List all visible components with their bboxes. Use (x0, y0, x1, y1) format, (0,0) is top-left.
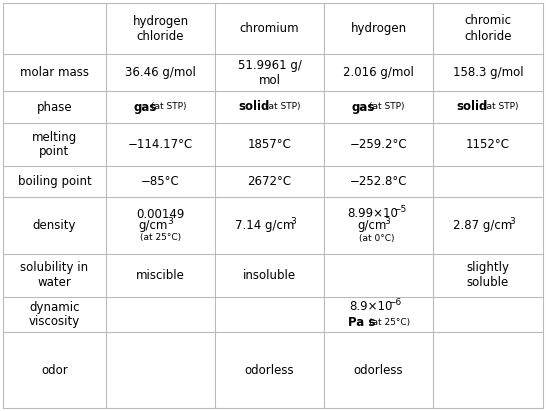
Text: 3: 3 (509, 217, 515, 226)
Text: 51.9961 g/
mol: 51.9961 g/ mol (238, 58, 301, 86)
Text: (at STP): (at STP) (265, 102, 300, 111)
Text: −5: −5 (393, 205, 406, 214)
Text: 3: 3 (168, 217, 173, 226)
Text: 1152°C: 1152°C (466, 138, 510, 151)
Text: slightly
soluble: slightly soluble (466, 261, 509, 289)
Text: 7.14 g/cm: 7.14 g/cm (235, 219, 294, 232)
Text: phase: phase (37, 101, 72, 113)
Text: odorless: odorless (354, 363, 403, 376)
Text: odorless: odorless (245, 363, 294, 376)
Text: chromic
chloride: chromic chloride (464, 14, 512, 42)
Text: dynamic
viscosity: dynamic viscosity (29, 300, 80, 328)
Text: (at STP): (at STP) (370, 102, 405, 111)
Text: g/cm: g/cm (358, 219, 387, 232)
Text: 158.3 g/mol: 158.3 g/mol (453, 66, 523, 79)
Text: g/cm: g/cm (139, 219, 168, 232)
Text: −259.2°C: −259.2°C (349, 138, 407, 151)
Text: insoluble: insoluble (243, 269, 296, 282)
Text: 2672°C: 2672°C (247, 175, 292, 188)
Text: Pa s: Pa s (348, 316, 375, 329)
Text: gas: gas (133, 101, 157, 113)
Text: 36.46 g/mol: 36.46 g/mol (125, 66, 196, 79)
Text: 1857°C: 1857°C (247, 138, 292, 151)
Text: density: density (33, 219, 76, 232)
Text: boiling point: boiling point (17, 175, 91, 188)
Text: −6: −6 (388, 298, 401, 307)
Text: 0.00149: 0.00149 (136, 208, 185, 221)
Text: (at STP): (at STP) (151, 102, 187, 111)
Text: 8.99×10: 8.99×10 (347, 207, 398, 220)
Text: (at 25°C): (at 25°C) (140, 233, 181, 242)
Text: solid: solid (238, 101, 270, 113)
Text: molar mass: molar mass (20, 66, 89, 79)
Text: gas: gas (351, 101, 375, 113)
Text: hydrogen: hydrogen (351, 22, 407, 35)
Text: −85°C: −85°C (141, 175, 180, 188)
Text: chromium: chromium (240, 22, 299, 35)
Text: hydrogen
chloride: hydrogen chloride (133, 14, 188, 42)
Text: miscible: miscible (136, 269, 185, 282)
Text: (at STP): (at STP) (483, 102, 519, 111)
Text: −252.8°C: −252.8°C (350, 175, 407, 188)
Text: 2.016 g/mol: 2.016 g/mol (343, 66, 414, 79)
Text: 3: 3 (384, 217, 390, 226)
Text: 2.87 g/cm: 2.87 g/cm (453, 219, 513, 232)
Text: solubility in
water: solubility in water (20, 261, 88, 289)
Text: odor: odor (41, 363, 68, 376)
Text: melting
point: melting point (32, 131, 77, 159)
Text: (at 0°C): (at 0°C) (359, 234, 394, 243)
Text: 8.9×10: 8.9×10 (349, 300, 392, 313)
Text: solid: solid (457, 101, 488, 113)
Text: −114.17°C: −114.17°C (128, 138, 193, 151)
Text: 3: 3 (290, 217, 296, 226)
Text: (at 25°C): (at 25°C) (369, 318, 410, 327)
